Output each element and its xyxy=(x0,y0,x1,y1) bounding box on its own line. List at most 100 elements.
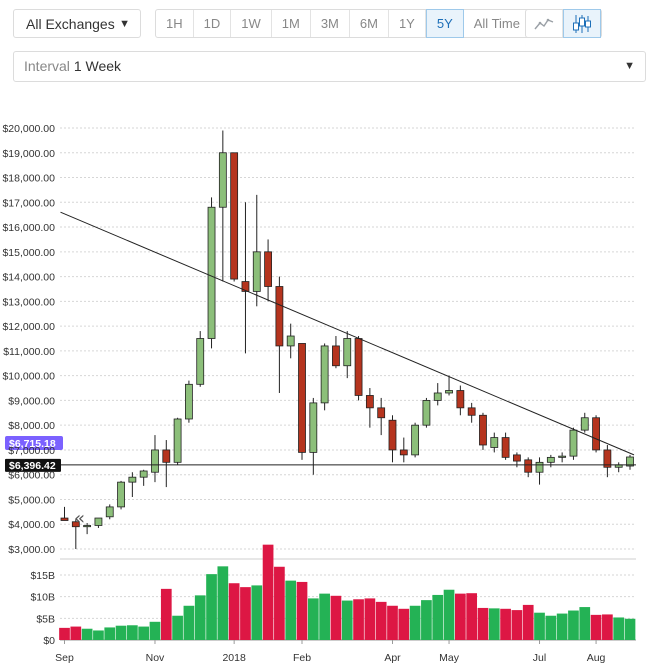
x-tick-label: Feb xyxy=(293,652,311,664)
volume-bar xyxy=(568,610,579,640)
candle-body xyxy=(343,338,352,367)
interval-value: 1 Week xyxy=(73,58,122,74)
price-tick-label: $14,000.00 xyxy=(2,272,55,284)
line-chart-button[interactable] xyxy=(526,10,563,37)
volume-bar xyxy=(477,607,489,640)
scroll-left-icon[interactable]: « xyxy=(74,508,85,529)
candle-body xyxy=(354,338,363,396)
volume-bar xyxy=(240,587,251,640)
price-tick-label: $4,000.00 xyxy=(8,519,55,531)
price-tick-label: $9,000.00 xyxy=(8,395,55,407)
candle-body xyxy=(546,456,555,463)
price-tick-label: $18,000.00 xyxy=(2,173,55,185)
volume-bar xyxy=(194,595,206,640)
x-tick-label: 2018 xyxy=(222,652,246,664)
price-tick-label: $7,000.00 xyxy=(8,445,55,457)
candlestick-icon xyxy=(573,14,591,33)
candle-body xyxy=(241,281,250,292)
volume-bar xyxy=(217,566,229,640)
chart-overlay: $6,396.42 $6,715.18 « xyxy=(5,211,636,529)
price-tick-label: $3,000.00 xyxy=(8,544,55,556)
range-button-1y[interactable]: 1Y xyxy=(389,10,426,37)
toolbar: All Exchanges ▼ 1H 1D 1W 1M 3M 6M 1Y 5Y All Time xyxy=(13,9,648,41)
candle-body xyxy=(445,390,453,394)
candle-body xyxy=(139,470,148,478)
range-button-3m[interactable]: 3M xyxy=(311,10,350,37)
volume-tick-label: $10B xyxy=(30,592,55,604)
volume-bar xyxy=(488,608,500,640)
candle-body xyxy=(467,407,476,416)
candle-body xyxy=(399,449,408,456)
candle-body xyxy=(252,251,261,292)
candle-body xyxy=(377,407,386,419)
candle-body xyxy=(569,429,578,457)
candle-body xyxy=(501,437,510,458)
candle-body xyxy=(185,383,193,420)
volume-bar xyxy=(81,628,93,640)
volume-bar xyxy=(432,594,444,640)
volume-bar xyxy=(375,601,387,640)
volume-bar xyxy=(534,612,545,640)
candle-body xyxy=(196,338,205,385)
support-price-tag xyxy=(5,458,61,472)
volume-bar xyxy=(443,589,455,640)
candle-body xyxy=(320,345,329,404)
candle-body xyxy=(603,449,612,468)
volume-bars xyxy=(59,544,636,640)
volume-bar xyxy=(500,608,511,640)
candle-body xyxy=(298,343,306,453)
volume-bar xyxy=(579,607,591,640)
volume-bar xyxy=(511,610,523,640)
volume-bar xyxy=(183,605,195,640)
candlestick-button[interactable] xyxy=(563,9,601,38)
volume-bar xyxy=(590,614,602,640)
candle-body xyxy=(286,335,295,347)
candle-body xyxy=(365,395,374,409)
candle-body xyxy=(513,454,521,462)
x-tick-label: Nov xyxy=(146,652,165,664)
volume-bar xyxy=(285,580,297,640)
line-chart-icon xyxy=(534,18,554,29)
volume-bar xyxy=(206,574,217,640)
candle-body xyxy=(218,152,227,208)
range-button-1w[interactable]: 1W xyxy=(231,10,272,37)
support-price-label: $6,396.42 xyxy=(9,460,56,472)
price-tick-label: $8,000.00 xyxy=(8,420,55,432)
volume-bar xyxy=(398,608,410,640)
range-button-all-time[interactable]: All Time xyxy=(473,16,520,31)
candle-body xyxy=(422,400,431,426)
volume-bar xyxy=(172,615,183,640)
range-button-6m[interactable]: 6M xyxy=(350,10,389,37)
volume-bar xyxy=(307,598,319,640)
range-button-5y[interactable]: 5Y xyxy=(425,9,464,38)
candles xyxy=(60,130,634,549)
axis-labels: $3,000.00 $4,000.00 $5,000.00 $6,000.00 $7,0… xyxy=(2,123,605,664)
interval-select[interactable]: Interval 1 Week ▼ xyxy=(13,51,646,82)
candle-body xyxy=(151,449,159,473)
chevron-down-icon: ▼ xyxy=(624,60,635,72)
volume-bar xyxy=(70,626,82,640)
volume-bar xyxy=(262,544,274,640)
x-tick-label: Aug xyxy=(587,652,606,664)
volume-bar xyxy=(454,593,466,640)
volume-tick-label: $15B xyxy=(30,570,55,582)
x-tick-label: Sep xyxy=(55,652,74,664)
volume-bar xyxy=(545,615,557,640)
trend-line xyxy=(60,211,635,456)
candle-body xyxy=(490,437,499,448)
price-tick-label: $13,000.00 xyxy=(2,296,55,308)
volume-bar xyxy=(602,614,613,640)
range-button-1d[interactable]: 1D xyxy=(194,10,232,37)
candle-body xyxy=(524,459,533,473)
current-price-label: $6,715.18 xyxy=(9,438,56,450)
range-button-1m[interactable]: 1M xyxy=(272,10,311,37)
exchange-select[interactable]: All Exchanges ▼ xyxy=(13,9,141,38)
price-tick-label: $6,000.00 xyxy=(8,470,55,482)
price-tick-label: $16,000.00 xyxy=(2,222,55,234)
range-button-1h[interactable]: 1H xyxy=(156,10,194,37)
candle-body xyxy=(105,506,114,518)
volume-bar xyxy=(364,598,376,640)
candle-body xyxy=(162,449,171,463)
candle-body xyxy=(558,455,567,458)
candle-body xyxy=(83,525,92,528)
